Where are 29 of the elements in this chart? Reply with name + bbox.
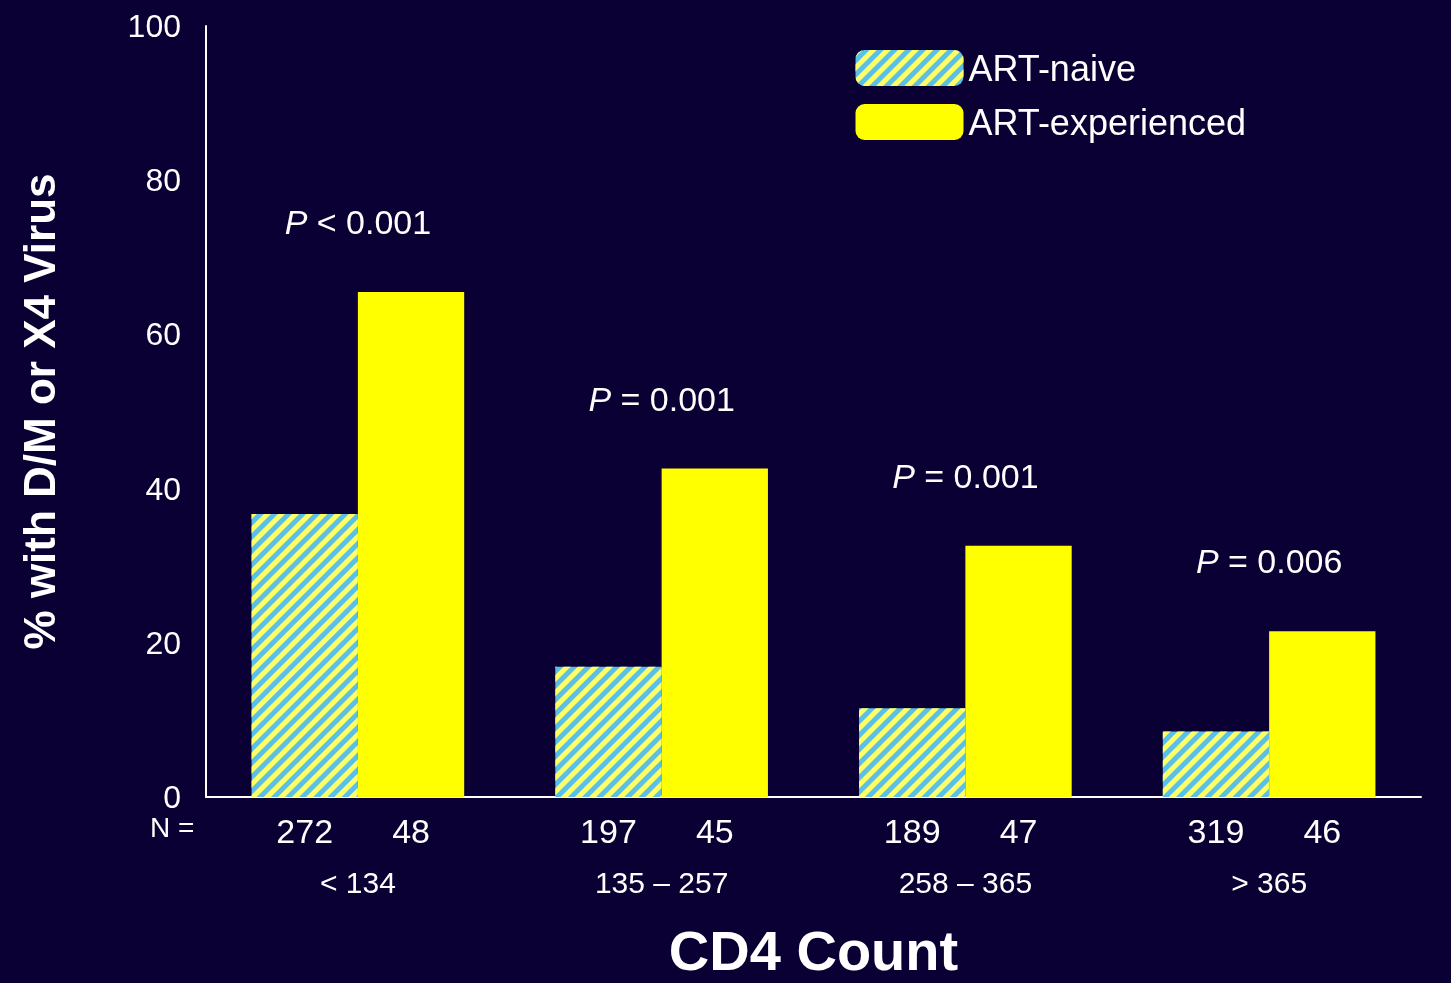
- text: 45: [695, 812, 734, 850]
- x-tick-label: 135 – 257: [594, 865, 729, 899]
- x-tick-label: 258 – 365: [898, 865, 1033, 899]
- text: 197: [580, 812, 637, 850]
- x-axis-title: CD4 Count: [668, 918, 959, 982]
- text: 189: [883, 812, 941, 850]
- annotation: P < 0.001: [284, 202, 432, 241]
- text: 272: [276, 812, 334, 850]
- y-axis-title: % with D/M or X4 Virus: [14, 173, 64, 650]
- text: 319: [1187, 812, 1245, 850]
- bar: [965, 545, 1072, 797]
- annotation: P = 0.006: [1195, 542, 1343, 581]
- x-tick-label: > 365: [1231, 865, 1308, 899]
- text: 46: [1303, 812, 1342, 850]
- y-tick-label: 80: [145, 162, 181, 199]
- y-tick-label: 40: [145, 470, 181, 507]
- annotation: P = 0.001: [588, 379, 735, 418]
- y-tick-label: 20: [145, 624, 181, 661]
- y-tick-label: 100: [127, 8, 181, 44]
- bar: [1269, 631, 1376, 797]
- text: 47: [999, 812, 1038, 850]
- annotation: P = 0.001: [892, 456, 1039, 495]
- x-tick-label: < 134: [319, 865, 396, 899]
- legend-label: ART-naive: [968, 47, 1136, 89]
- bar: [357, 292, 465, 797]
- bar: [661, 468, 768, 797]
- y-tick-label: 60: [145, 316, 181, 353]
- text: 48: [392, 812, 430, 850]
- legend-label: ART-experienced: [968, 101, 1247, 143]
